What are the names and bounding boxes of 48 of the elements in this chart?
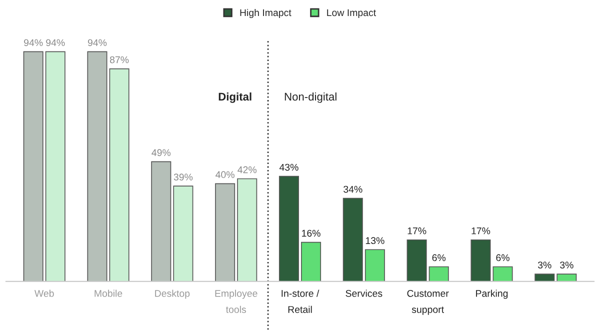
data-label: 42% bbox=[238, 166, 256, 174]
bar bbox=[301, 242, 322, 282]
annotation: Digital bbox=[218, 92, 252, 103]
annotation: Non-digital bbox=[284, 92, 336, 103]
bar bbox=[470, 239, 491, 282]
bar bbox=[342, 198, 363, 282]
data-label: 13% bbox=[366, 237, 384, 244]
data-label: 43% bbox=[279, 164, 298, 171]
data-label: 40% bbox=[216, 171, 234, 178]
data-label: 17% bbox=[408, 227, 426, 234]
data-label: 39% bbox=[174, 174, 193, 181]
data-label: 94% bbox=[24, 39, 43, 46]
bar bbox=[534, 274, 555, 282]
x-tick-label: Customer support bbox=[407, 290, 449, 315]
data-label: 87% bbox=[110, 56, 129, 64]
bar bbox=[364, 249, 385, 282]
bar bbox=[278, 176, 299, 282]
bar bbox=[45, 51, 66, 282]
legend-label: Low Impact bbox=[327, 9, 376, 18]
data-label: 17% bbox=[472, 227, 490, 234]
x-tick-label: Employee tools bbox=[215, 290, 258, 313]
bar bbox=[87, 51, 108, 282]
x-tick-label: Services bbox=[346, 290, 382, 297]
x-tick-label: Web bbox=[34, 290, 54, 297]
data-label: 49% bbox=[152, 149, 171, 156]
bar bbox=[173, 186, 194, 282]
data-label: 6% bbox=[496, 254, 510, 262]
x-tick-label: Mobile bbox=[94, 290, 122, 297]
legend-label: High Imapct bbox=[240, 8, 292, 18]
bar bbox=[556, 274, 577, 282]
data-label: 16% bbox=[302, 230, 320, 237]
bar bbox=[406, 239, 427, 282]
bar bbox=[23, 51, 44, 282]
bar bbox=[428, 266, 449, 282]
data-label: 3% bbox=[538, 262, 552, 268]
data-label: 94% bbox=[46, 39, 65, 46]
data-label: 3% bbox=[560, 262, 574, 268]
bar bbox=[492, 266, 513, 282]
data-label: 6% bbox=[432, 254, 446, 262]
x-tick-label: Desktop bbox=[155, 290, 190, 299]
bar bbox=[215, 183, 236, 282]
data-label: 94% bbox=[88, 39, 107, 46]
bar bbox=[237, 178, 258, 282]
x-tick-label: Parking bbox=[476, 290, 508, 299]
bar bbox=[109, 68, 130, 282]
data-label: 34% bbox=[344, 186, 362, 193]
bar bbox=[151, 161, 172, 282]
x-tick-label: In-store / Retail bbox=[282, 290, 320, 313]
